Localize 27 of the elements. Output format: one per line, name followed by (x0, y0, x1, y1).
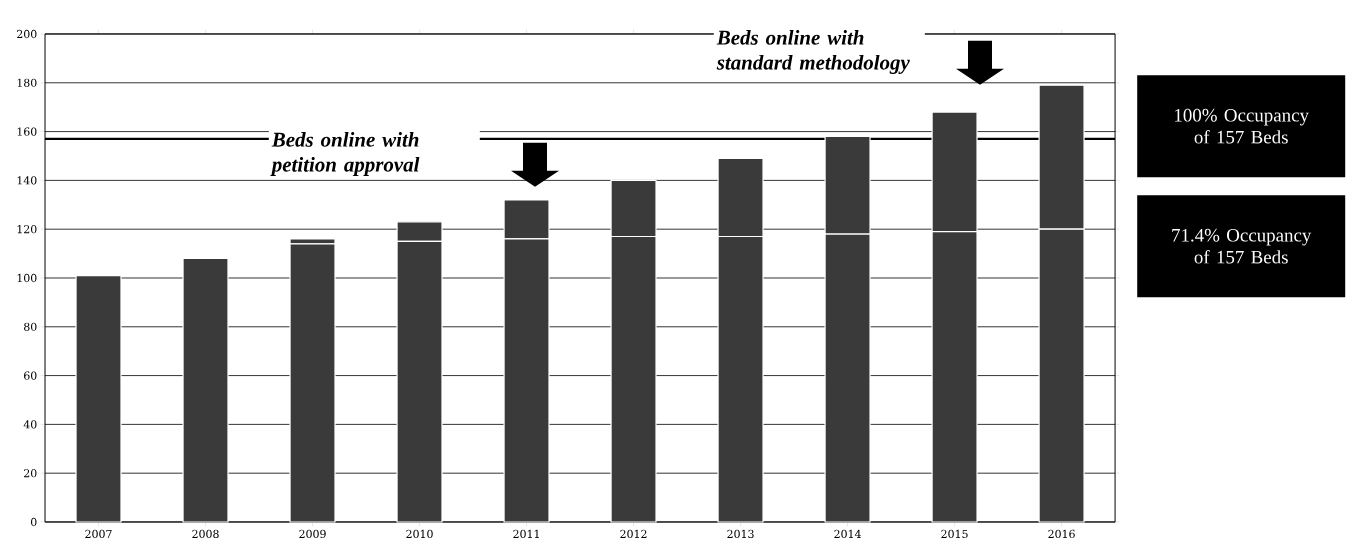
x-tick-label: 2010 (406, 529, 433, 539)
x-tick-label: 2016 (1048, 529, 1075, 539)
y-tick-label: 100 (17, 273, 37, 283)
x-tick-label: 2013 (727, 529, 754, 539)
y-tick-label: 20 (24, 469, 37, 478)
y-tick-label: 200 (17, 29, 37, 39)
x-tick-label: 2015 (941, 529, 968, 539)
y-tick-label: 80 (24, 322, 37, 331)
y-tick-label: 120 (17, 225, 37, 234)
y-tick-label: 160 (17, 127, 37, 136)
y-tick-label: 40 (23, 420, 37, 429)
y-tick-label: 140 (17, 176, 37, 185)
x-tick-label: 2011 (513, 529, 539, 539)
y-tick-label: 0 (30, 517, 37, 527)
annotation: Beds online with petition approval (270, 132, 420, 176)
annotation: Beds online with standard methodology (716, 30, 910, 74)
y-tick-label: 60 (24, 371, 37, 380)
x-tick-label: 2014 (834, 529, 861, 539)
text: 100% Occupancy of 157 Beds (1175, 108, 1309, 144)
y-tick-label: 180 (17, 78, 37, 87)
bar (75, 274, 122, 523)
x-tick-label: 2008 (192, 529, 219, 539)
x-tick-label: 2012 (620, 529, 647, 539)
x-tick-label: 2007 (85, 529, 112, 539)
bar (182, 257, 229, 523)
text: 71.4% Occupancy of 157 Beds (1172, 228, 1312, 264)
x-tick-label: 2009 (299, 529, 326, 539)
